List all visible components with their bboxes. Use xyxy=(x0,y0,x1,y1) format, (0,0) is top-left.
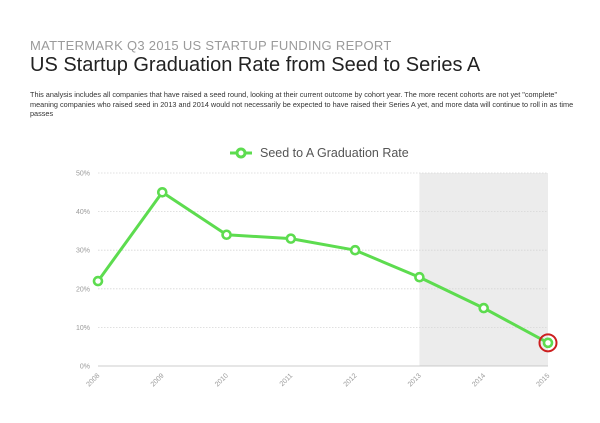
page-title: US Startup Graduation Rate from Seed to … xyxy=(30,54,481,76)
x-tick-label: 2012 xyxy=(343,372,359,388)
y-tick-label: 20% xyxy=(76,286,90,293)
x-tick-label: 2015 xyxy=(535,372,551,388)
data-point xyxy=(156,187,168,198)
x-tick-label: 2010 xyxy=(214,372,230,388)
data-point xyxy=(349,244,361,256)
data-point xyxy=(478,302,490,314)
x-tick-label: 2014 xyxy=(471,372,487,388)
x-tick-label: 2011 xyxy=(279,372,295,388)
report-title: MATTERMARK Q3 2015 US STARTUP FUNDING RE… xyxy=(30,38,392,53)
series-line xyxy=(96,190,550,345)
report-description: This analysis includes all companies tha… xyxy=(30,90,574,118)
y-tick-label: 50% xyxy=(76,171,90,178)
y-tick-label: 30% xyxy=(76,248,90,255)
x-tick-label: 2008 xyxy=(85,372,101,388)
chart-legend: Seed to A Graduation Rate xyxy=(230,146,409,160)
y-tick-label: 40% xyxy=(76,209,90,216)
y-tick-label: 10% xyxy=(76,325,90,332)
data-point xyxy=(414,271,425,283)
data-point xyxy=(542,337,554,349)
shaded-region xyxy=(419,173,548,366)
y-tick-label: 0% xyxy=(80,364,90,371)
x-tick-label: 2009 xyxy=(150,372,166,388)
data-point xyxy=(92,275,104,287)
x-tick-label: 2013 xyxy=(407,372,423,388)
data-point xyxy=(285,233,297,244)
legend-marker-icon xyxy=(230,147,252,159)
highlight-ring xyxy=(538,333,558,353)
data-point xyxy=(221,229,232,241)
legend-label: Seed to A Graduation Rate xyxy=(260,146,409,160)
